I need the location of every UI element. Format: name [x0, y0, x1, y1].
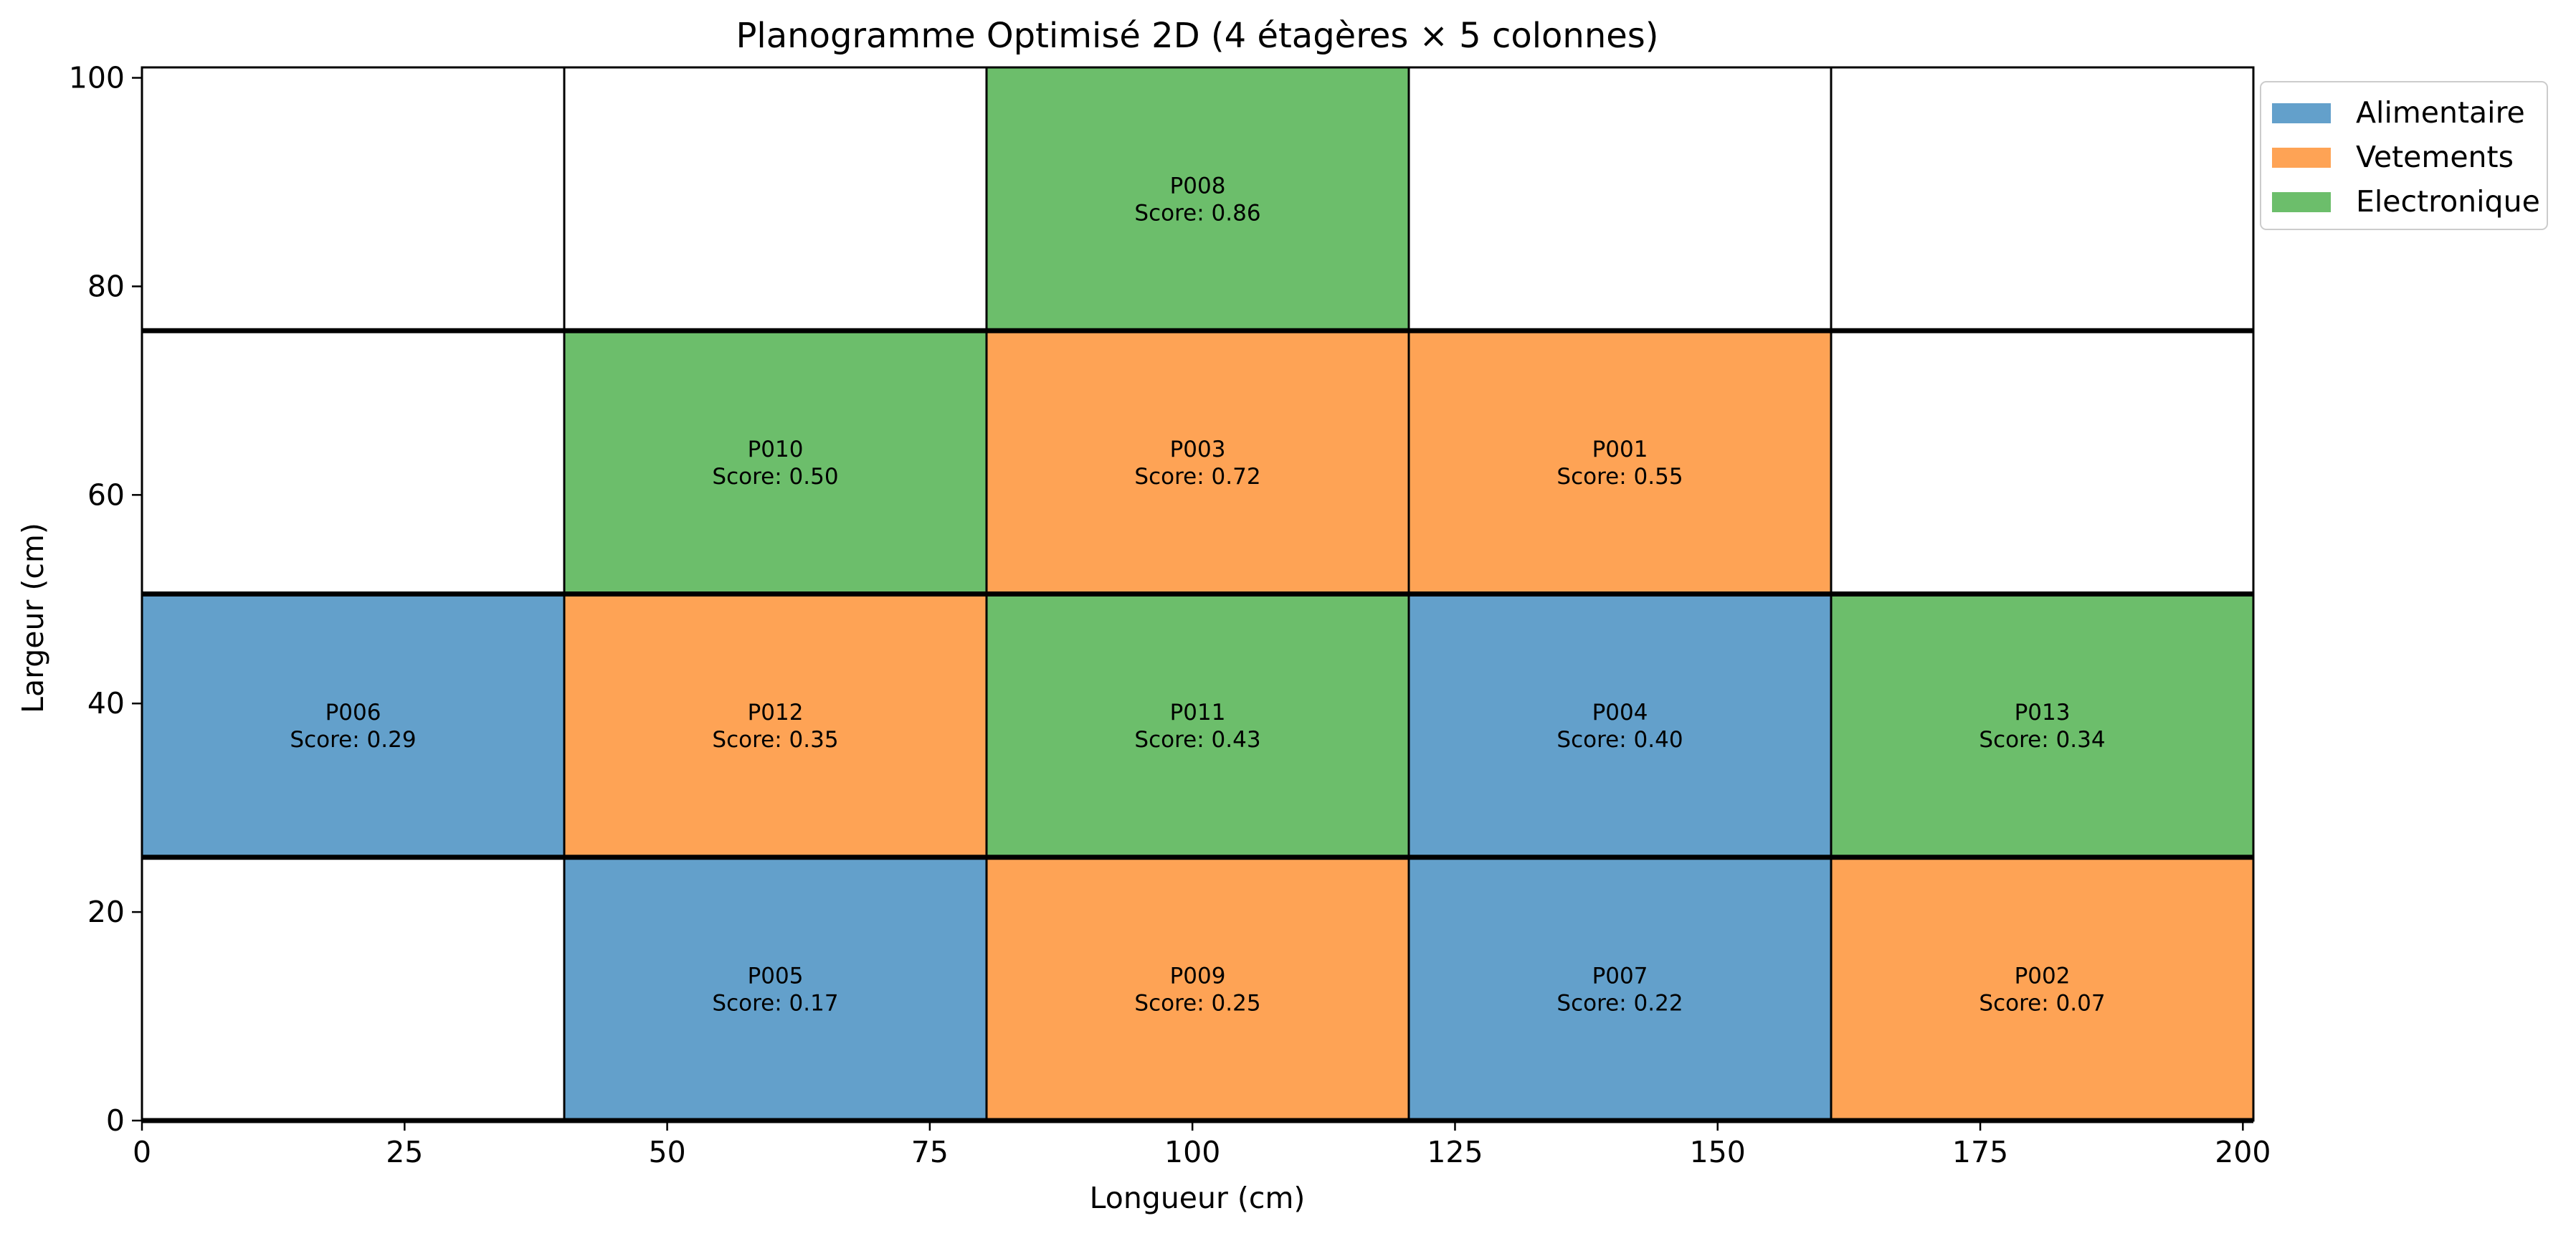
x-tick-label-150: 150 [1690, 1135, 1746, 1169]
x-tick-label-125: 125 [1427, 1135, 1483, 1169]
product-label-p008: P008 [1170, 173, 1226, 199]
x-tick-label-100: 100 [1164, 1135, 1220, 1169]
legend-swatch-vetements [2272, 148, 2331, 168]
y-tick-label-80: 80 [87, 269, 125, 303]
cell-2-0 [141, 329, 566, 595]
product-label-p004: P004 [1592, 700, 1648, 726]
product-label-p011: P011 [1170, 700, 1226, 726]
score-label-p006: Score: 0.29 [290, 727, 416, 753]
score-label-p002: Score: 0.07 [1979, 990, 2105, 1016]
cell-3-4 [1830, 66, 2255, 332]
y-tick-label-0: 0 [106, 1103, 125, 1138]
product-label-p002: P002 [2015, 963, 2071, 989]
legend: Alimentaire Vetements Electronique [2260, 81, 2548, 230]
cell-3-3 [1407, 66, 1833, 332]
product-label-p010: P010 [748, 437, 804, 462]
axes-frame [141, 66, 2255, 1122]
product-label-p013: P013 [2015, 700, 2071, 726]
product-label-p003: P003 [1170, 437, 1226, 462]
product-cell-p012 [563, 593, 988, 859]
y-axis-ticks: 0 20 40 60 80 100 [69, 61, 142, 1138]
score-label-p007: Score: 0.22 [1556, 990, 1683, 1016]
score-label-p011: Score: 0.43 [1134, 727, 1260, 753]
cell-3-1 [563, 66, 988, 332]
product-cell-p007 [1407, 856, 1833, 1122]
legend-label-vetements: Vetements [2356, 140, 2514, 174]
product-cell-p003 [985, 329, 1410, 595]
chart-title: Planogramme Optimisé 2D (4 étagères × 5 … [736, 16, 1658, 56]
product-cell-p008 [985, 66, 1410, 332]
score-label-p003: Score: 0.72 [1134, 464, 1260, 490]
product-cell-p006 [141, 593, 566, 859]
product-label-p007: P007 [1592, 963, 1648, 989]
legend-box [2260, 81, 2548, 230]
product-label-p006: P006 [325, 700, 381, 726]
cell-2-4 [1830, 329, 2255, 595]
y-tick-label-60: 60 [87, 477, 125, 512]
y-tick-label-100: 100 [69, 61, 125, 95]
product-cell-p002 [1830, 856, 2255, 1122]
x-tick-label-175: 175 [1952, 1135, 2008, 1169]
x-tick-label-0: 0 [133, 1135, 151, 1169]
product-cell-p005 [563, 856, 988, 1122]
legend-swatch-alimentaire [2272, 103, 2331, 123]
score-label-p008: Score: 0.86 [1134, 201, 1260, 227]
product-label-p005: P005 [748, 963, 804, 989]
x-tick-label-50: 50 [649, 1135, 686, 1169]
product-label-p009: P009 [1170, 963, 1226, 989]
legend-swatch-electronique [2272, 192, 2331, 212]
x-axis-label: Longueur (cm) [1090, 1181, 1306, 1215]
cell-3-0 [141, 66, 566, 332]
product-cell-p013 [1830, 593, 2255, 859]
score-label-p005: Score: 0.17 [712, 990, 838, 1016]
score-label-p013: Score: 0.34 [1979, 727, 2105, 753]
product-label-p001: P001 [1592, 437, 1648, 462]
legend-label-alimentaire: Alimentaire [2356, 95, 2525, 130]
y-tick-label-20: 20 [87, 895, 125, 929]
product-cell-p001 [1407, 329, 1833, 595]
y-axis-label: Largeur (cm) [16, 523, 50, 713]
legend-label-electronique: Electronique [2356, 184, 2540, 219]
score-label-p012: Score: 0.35 [712, 727, 838, 753]
x-tick-label-25: 25 [386, 1135, 423, 1169]
x-tick-label-75: 75 [911, 1135, 949, 1169]
x-axis-ticks: 0 25 50 75 100 125 150 175 200 [133, 1121, 2271, 1169]
product-label-p012: P012 [748, 700, 804, 726]
score-label-p001: Score: 0.55 [1556, 464, 1683, 490]
cell-0-0 [141, 856, 566, 1122]
product-cell-p011 [985, 593, 1410, 859]
score-label-p004: Score: 0.40 [1556, 727, 1683, 753]
x-tick-label-200: 200 [2215, 1135, 2271, 1169]
product-cell-p010 [563, 329, 988, 595]
score-label-p009: Score: 0.25 [1134, 990, 1260, 1016]
product-cell-p009 [985, 856, 1410, 1122]
score-label-p010: Score: 0.50 [712, 464, 838, 490]
y-tick-label-40: 40 [87, 686, 125, 721]
product-cell-p004 [1407, 593, 1833, 859]
